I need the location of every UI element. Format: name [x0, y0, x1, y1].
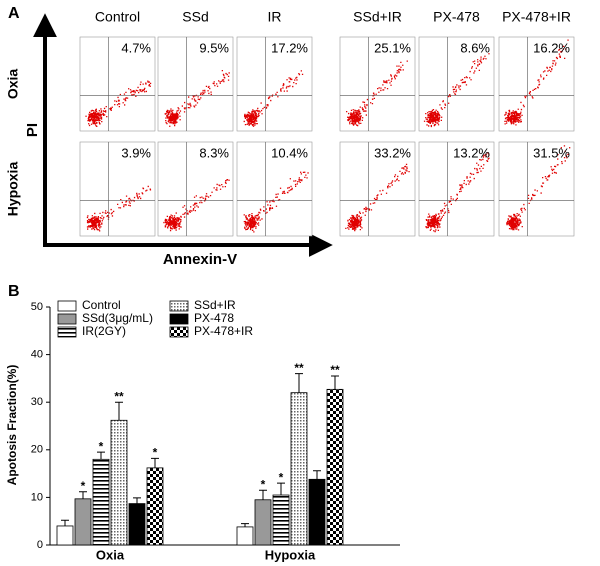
- x-axis-label: Annexin-V: [163, 251, 237, 268]
- legend-label: SSd+IR: [194, 298, 236, 312]
- scatter-dots: [243, 70, 304, 127]
- panel-label: B: [8, 283, 20, 300]
- bar: [146, 467, 164, 546]
- y-tick-label: 10: [31, 491, 43, 503]
- scatter-dots: [164, 70, 230, 127]
- column-title: SSd+IR: [353, 9, 402, 25]
- legend-swatch: [57, 326, 77, 338]
- significance: *: [279, 470, 284, 484]
- legend-label: SSd(3μg/mL): [82, 311, 153, 325]
- legend-label: PX-478+IR: [194, 324, 253, 338]
- percentage: 4.7%: [121, 40, 151, 55]
- legend-label: IR(2GY): [82, 324, 126, 338]
- y-tick-label: 40: [31, 349, 43, 361]
- significance: **: [330, 363, 340, 377]
- error-bar: [313, 470, 321, 480]
- legend-swatch: [169, 326, 189, 338]
- significance: *: [261, 477, 266, 491]
- bar: [74, 498, 92, 546]
- percentage: 17.2%: [271, 40, 308, 55]
- bar: [56, 525, 74, 546]
- legend-swatch: [57, 313, 77, 325]
- row-label: Oxia: [5, 69, 21, 100]
- scatter-dots: [423, 53, 490, 128]
- legend-swatch: [169, 300, 189, 312]
- scatter-dots: [504, 39, 569, 126]
- scatter-dots: [86, 185, 152, 232]
- legend-label: PX-478: [194, 311, 234, 325]
- bar: [236, 526, 254, 546]
- panel-label: A: [8, 5, 20, 22]
- y-tick-label: 50: [31, 301, 43, 313]
- error-bar: [331, 375, 339, 390]
- significance: **: [294, 361, 304, 375]
- percentage: 33.2%: [374, 145, 411, 160]
- scatter-dots: [243, 171, 309, 233]
- x-tick-label: Oxia: [96, 547, 125, 562]
- error-bar: [277, 482, 285, 496]
- percentage: 8.3%: [199, 145, 229, 160]
- scatter-dots: [506, 145, 571, 231]
- scatter-dots: [425, 152, 490, 233]
- legend-swatch: [57, 300, 77, 312]
- bar: [128, 503, 146, 546]
- error-bar: [61, 519, 69, 526]
- column-title: SSd: [182, 9, 208, 25]
- y-tick-label: 30: [31, 396, 43, 408]
- scatter-dots: [346, 60, 408, 127]
- legend-swatch: [169, 313, 189, 325]
- percentage: 13.2%: [453, 145, 490, 160]
- column-title: PX-478+IR: [502, 9, 571, 25]
- y-tick-label: 0: [37, 539, 43, 551]
- bar: [326, 388, 344, 546]
- percentage: 8.6%: [460, 40, 490, 55]
- error-bar: [79, 491, 87, 499]
- bar: [254, 499, 272, 546]
- column-title: IR: [268, 9, 282, 25]
- y-tick-label: 20: [31, 444, 43, 456]
- y-axis-label: Apotosis Fraction(%): [5, 365, 19, 486]
- error-bar: [259, 489, 267, 500]
- scatter-dots: [345, 163, 410, 232]
- error-bar: [115, 401, 123, 421]
- y-axis-label: PI: [24, 123, 41, 137]
- error-bar: [295, 373, 303, 393]
- scatter-dots: [85, 80, 152, 127]
- error-bar: [133, 497, 141, 504]
- x-tick-label: Hypoxia: [265, 547, 316, 562]
- bar: [92, 458, 110, 546]
- percentage: 10.4%: [271, 145, 308, 160]
- error-bar: [151, 457, 159, 468]
- row-label: Hypoxia: [5, 162, 21, 217]
- legend-label: Control: [82, 298, 121, 312]
- bar: [110, 419, 128, 546]
- percentage: 9.5%: [199, 40, 229, 55]
- error-bar: [97, 451, 105, 460]
- significance: *: [99, 439, 104, 453]
- column-title: Control: [95, 9, 140, 25]
- percentage: 16.2%: [533, 40, 570, 55]
- error-bar: [241, 523, 249, 527]
- significance: *: [81, 479, 86, 493]
- significance: **: [114, 389, 124, 403]
- percentage: 25.1%: [374, 40, 411, 55]
- significance: *: [153, 446, 158, 460]
- column-title: PX-478: [433, 9, 480, 25]
- bar: [308, 478, 326, 546]
- percentage: 3.9%: [121, 145, 151, 160]
- bar: [290, 392, 308, 546]
- percentage: 31.5%: [533, 145, 570, 160]
- bar: [272, 494, 290, 546]
